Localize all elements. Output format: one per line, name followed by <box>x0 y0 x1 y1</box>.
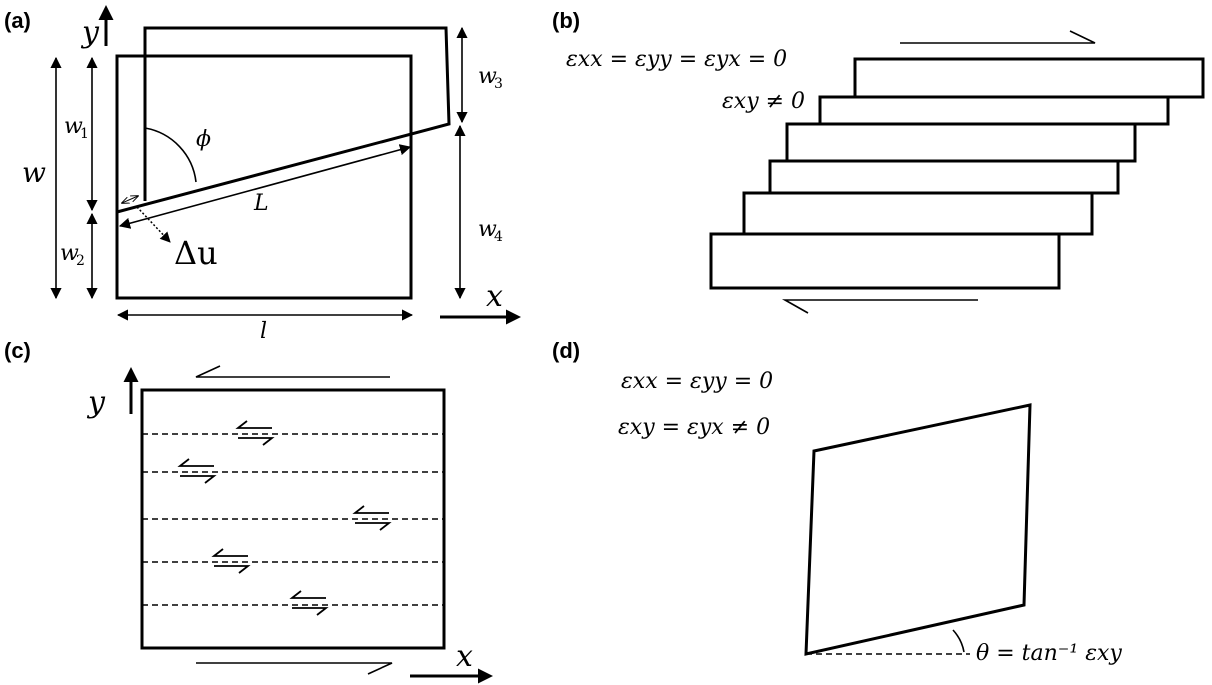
b-top-shear-arrow <box>900 30 1096 44</box>
d-equation-1: εxx = εyy = 0 <box>621 369 773 394</box>
w1-subscript: 1 <box>80 126 89 142</box>
phi-angle-arc <box>144 127 197 183</box>
c-y-axis-label: y <box>86 385 106 420</box>
d-sheared-parallelogram <box>804 403 1032 656</box>
phi-label: ϕ <box>196 127 211 152</box>
panel-d-label: (d) <box>552 338 580 363</box>
c-top-shear-arrow <box>195 365 390 378</box>
w1-label: w <box>64 114 83 139</box>
theta-angle-arc <box>952 629 965 653</box>
b-layer <box>709 232 1061 290</box>
w2-subscript: 2 <box>76 253 85 269</box>
b-layer <box>742 191 1094 236</box>
L-dimension-arrow <box>118 144 412 229</box>
c-bottom-shear-arrow <box>196 662 393 675</box>
panel-c: (c) y x <box>4 338 493 684</box>
b-bottom-shear-arrow <box>781 299 978 314</box>
panel-b-label: (b) <box>552 8 580 33</box>
b-layer <box>768 159 1120 195</box>
delta-u-pointer <box>136 206 171 243</box>
b-layer <box>853 57 1205 99</box>
a-x-axis-label: x <box>486 279 503 314</box>
c-slip-harpoon <box>352 505 392 531</box>
panel-a-label: (a) <box>4 8 31 33</box>
L-label: L <box>253 191 269 216</box>
panel-d: (d) εxx = εyy = 0 εxy = εyx ≠ 0 θ = tan⁻… <box>552 338 1122 666</box>
b-layer <box>818 95 1170 126</box>
panel-a: (a) y x w w 1 w 2 w 3 w 4 L l <box>4 5 521 344</box>
w3-label: w <box>478 64 497 89</box>
delta-u-label: Δu <box>174 234 218 272</box>
l-label: l <box>260 319 267 344</box>
panel-b: (b) εxx = εyy = εyx = 0 εxy ≠ 0 <box>552 8 1205 314</box>
d-theta-equation: θ = tan⁻¹ εxy <box>976 641 1122 666</box>
original-square <box>115 54 413 300</box>
c-slip-harpoon <box>235 420 275 446</box>
w4-label: w <box>478 217 497 242</box>
c-slip-harpoon <box>289 590 329 616</box>
panel-c-label: (c) <box>4 338 31 363</box>
w-label: w <box>22 156 46 189</box>
w3-subscript: 3 <box>494 76 503 92</box>
b-equation-1: εxx = εyy = εyx = 0 <box>566 47 787 72</box>
delta-u-small-arrow <box>122 196 138 203</box>
c-slip-harpoon <box>211 548 251 574</box>
b-equation-2: εxy ≠ 0 <box>722 89 805 114</box>
a-y-axis-label: y <box>80 15 100 50</box>
c-x-axis-label: x <box>456 639 473 674</box>
c-slip-harpoon <box>177 458 217 484</box>
w2-label: w <box>60 241 79 266</box>
b-layer <box>785 122 1137 163</box>
d-equation-2: εxy = εyx ≠ 0 <box>618 415 770 440</box>
w4-subscript: 4 <box>494 229 503 245</box>
